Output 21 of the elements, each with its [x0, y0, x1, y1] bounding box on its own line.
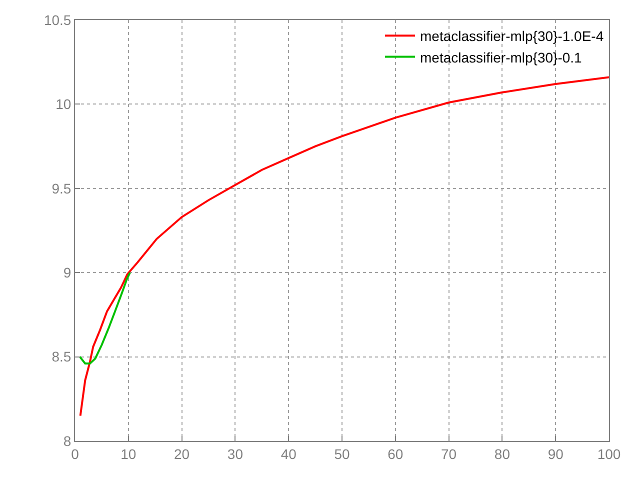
- y-tick-label: 8.5: [52, 348, 72, 365]
- x-tick-label: 50: [334, 446, 350, 462]
- x-tick-label: 10: [120, 446, 136, 462]
- x-tick-label: 40: [280, 446, 297, 462]
- x-tick-label: 30: [227, 446, 244, 462]
- legend-label: metaclassifier-mlp{30}-1.0E-4: [420, 28, 604, 44]
- x-tick-label: 80: [494, 446, 510, 462]
- legend-label: metaclassifier-mlp{30}-0.1: [420, 49, 582, 66]
- line-series: [78, 272, 131, 365]
- y-tick-label: 8: [63, 432, 72, 449]
- y-tick-label: 9: [63, 264, 72, 280]
- x-tick-label: 20: [174, 446, 190, 462]
- x-tick-label: 0: [71, 446, 80, 462]
- y-tick-label: 10: [56, 96, 72, 112]
- x-tick-label: 100: [597, 446, 621, 462]
- x-tick-label: 60: [388, 446, 404, 462]
- y-tick-label: 9.5: [52, 180, 72, 196]
- x-tick-label: 70: [441, 446, 457, 462]
- line-series: [79, 76, 609, 417]
- y-tick-label: 10.5: [44, 12, 72, 28]
- x-tick-label: 90: [548, 446, 564, 462]
